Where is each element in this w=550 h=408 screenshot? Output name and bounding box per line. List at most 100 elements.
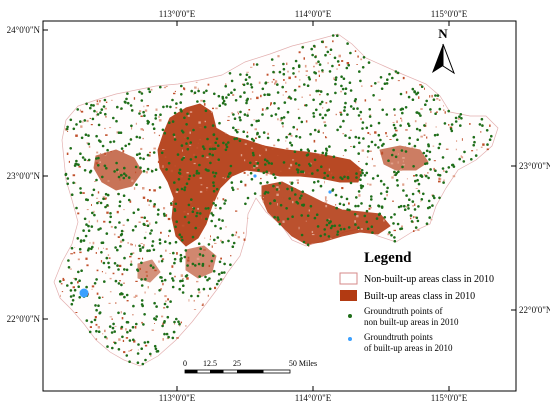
non-built-up-point — [75, 162, 78, 166]
non-built-up-point — [415, 216, 419, 220]
built-up-speckle — [349, 129, 352, 131]
non-built-up-point — [277, 218, 280, 221]
non-built-up-point — [416, 178, 419, 182]
non-built-up-point — [138, 90, 141, 94]
non-built-up-point — [294, 162, 298, 165]
non-built-up-point — [376, 174, 380, 178]
non-built-up-point — [399, 204, 403, 208]
built-up-speckle — [419, 192, 421, 194]
built-up-speckle — [285, 140, 287, 142]
non-built-up-point — [130, 252, 133, 256]
built-up-speckle — [89, 117, 91, 119]
non-built-up-point — [139, 247, 142, 251]
built-up-speckle — [237, 236, 240, 239]
non-built-up-point — [359, 184, 363, 187]
groundtruth-points-built-up — [79, 174, 332, 298]
non-built-up-point — [187, 221, 191, 224]
non-built-up-point — [125, 354, 129, 357]
non-built-up-point — [397, 205, 401, 209]
built-up-speckle — [346, 62, 350, 65]
built-up-speckle — [456, 140, 458, 142]
built-up-speckle — [313, 65, 315, 68]
legend-title: Legend — [364, 250, 412, 266]
non-built-up-point — [313, 158, 317, 162]
built-up-speckle — [195, 81, 198, 83]
built-up-speckle — [341, 187, 344, 190]
non-built-up-point — [84, 234, 88, 238]
non-built-up-point — [344, 149, 347, 152]
built-up-speckle — [236, 188, 239, 190]
non-built-up-point — [324, 53, 327, 57]
built-up-speckle — [393, 229, 396, 232]
built-up-speckle — [461, 138, 463, 141]
non-built-up-point — [154, 168, 158, 171]
non-built-up-point — [433, 133, 437, 137]
built-up-speckle — [360, 58, 363, 61]
non-built-up-point — [105, 166, 108, 170]
built-up-speckle — [154, 269, 157, 272]
built-up-speckle — [276, 212, 279, 214]
non-built-up-point — [280, 116, 284, 120]
built-up-speckle — [176, 252, 178, 255]
non-built-up-point — [140, 92, 144, 95]
non-built-up-point — [190, 198, 193, 201]
non-built-up-point — [181, 279, 184, 283]
non-built-up-point — [232, 113, 235, 116]
built-up-speckle — [151, 329, 154, 331]
non-built-up-point — [252, 153, 255, 157]
built-up-speckle — [265, 173, 268, 176]
legend-point-green — [348, 314, 352, 318]
non-built-up-point — [454, 116, 458, 120]
non-built-up-point — [196, 100, 199, 103]
built-up-speckle — [174, 275, 176, 278]
built-up-speckle — [412, 216, 414, 219]
non-built-up-point — [87, 142, 91, 146]
coord-right-22: 22°0'0"N — [519, 305, 550, 315]
built-up-speckle — [123, 230, 125, 232]
built-up-speckle — [160, 288, 162, 291]
built-up-speckle — [175, 107, 178, 109]
built-up-speckle — [290, 134, 293, 137]
built-up-speckle — [129, 255, 132, 258]
non-built-up-point — [189, 141, 192, 144]
non-built-up-point — [207, 243, 211, 246]
non-built-up-point — [77, 285, 80, 289]
built-up-speckle — [277, 203, 278, 206]
built-up-speckle — [348, 202, 350, 205]
non-built-up-point — [365, 209, 369, 213]
non-built-up-point — [273, 102, 276, 105]
built-up-speckle — [121, 273, 124, 276]
non-built-up-point — [395, 172, 399, 175]
built-up-speckle — [102, 333, 104, 335]
non-built-up-point — [361, 66, 365, 69]
built-up-speckle — [142, 137, 144, 140]
non-built-up-point — [230, 91, 233, 94]
non-built-up-point — [171, 285, 175, 289]
built-up-speckle — [92, 241, 95, 245]
built-up-speckle — [104, 152, 106, 155]
non-built-up-point — [396, 184, 400, 187]
built-up-speckle — [386, 226, 388, 228]
non-built-up-point — [66, 125, 69, 129]
non-built-up-point — [175, 102, 178, 105]
non-built-up-point — [201, 262, 205, 266]
non-built-up-point — [255, 119, 258, 123]
non-built-up-point — [321, 69, 324, 72]
built-up-speckle — [255, 137, 257, 140]
built-up-speckle — [145, 225, 148, 227]
built-up-speckle — [187, 259, 190, 262]
non-built-up-point — [153, 344, 157, 348]
non-built-up-point — [387, 159, 390, 162]
non-built-up-point — [381, 108, 385, 112]
built-up-speckle — [244, 183, 247, 187]
built-up-speckle — [182, 149, 183, 152]
non-built-up-point — [82, 229, 85, 232]
non-built-up-point — [161, 324, 164, 328]
non-built-up-point — [218, 104, 222, 107]
non-built-up-point — [233, 117, 237, 120]
built-up-speckle — [96, 197, 99, 199]
non-built-up-point — [313, 181, 316, 184]
non-built-up-point — [275, 188, 279, 191]
built-up-speckle — [282, 94, 284, 96]
non-built-up-point — [202, 99, 206, 103]
